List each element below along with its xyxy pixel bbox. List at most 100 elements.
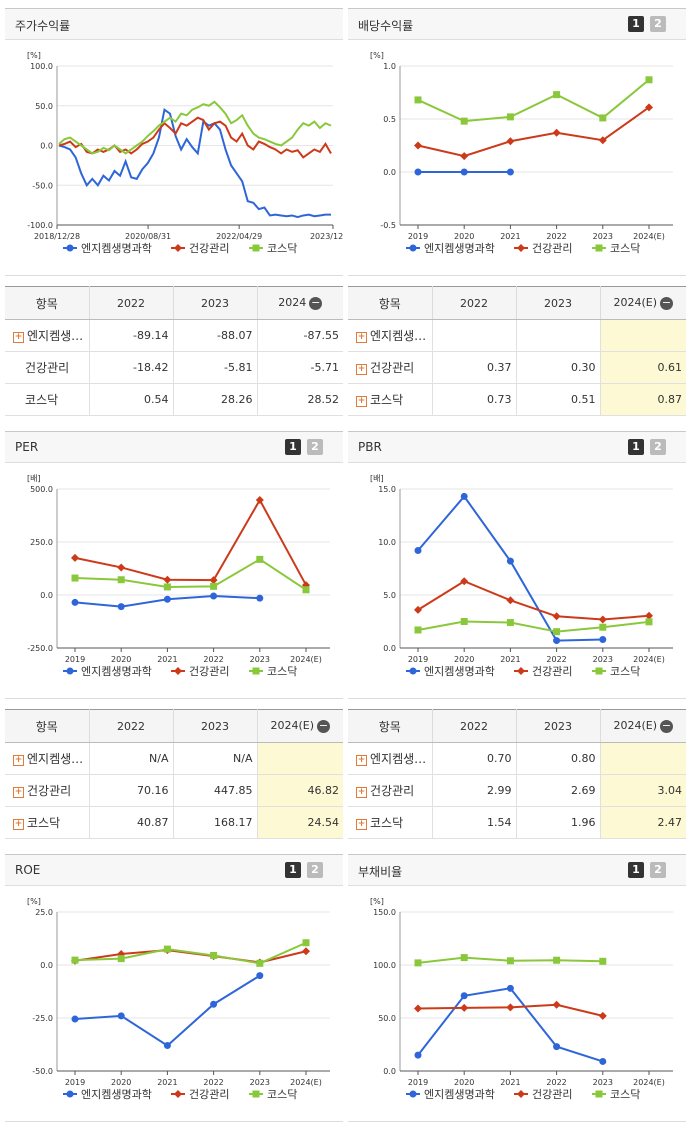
collapse-icon[interactable]: − [660,295,674,310]
expand-icon[interactable]: + [13,818,24,830]
expand-icon[interactable]: + [356,754,367,766]
series-line [74,498,307,586]
row-label: 건강관리 [370,784,415,798]
page-1-button[interactable]: 1 [285,862,301,878]
legend-label: 엔지켐생명과학 [81,1088,152,1101]
series-2 [414,577,653,624]
series-3 [58,100,332,155]
point-diamond [71,553,79,562]
panel-title: 주가수익률 [15,19,71,33]
chart-svg: [%] 1.0 0.5 0.0 -0.5 2019 2020 2021 2022 2023 2024… [370,51,673,255]
page-1-button[interactable]: 1 [628,862,644,878]
expand-icon[interactable]: + [356,363,367,375]
point-square [163,945,171,953]
point-square [506,619,514,627]
page-1-button[interactable]: 1 [285,439,301,455]
point-circle [409,667,417,675]
page-2-button[interactable]: 2 [650,439,666,455]
header-label: 항목 [378,719,401,734]
page-1-button[interactable]: 1 [628,16,644,32]
x-tick-label: 2021 [157,1078,177,1087]
row-label-cell: + 엔지켐생… [5,319,89,352]
axis-unit: [배] [27,474,41,483]
point-square [302,586,310,594]
row-label: 엔지켐생… [27,329,84,343]
point-circle [256,594,264,602]
point-square [595,1090,603,1098]
x-tick-label: 2024(E) [633,1078,665,1087]
expand-icon[interactable]: + [356,786,367,798]
x-tick-label: 2020 [454,1078,474,1087]
x-tick-label: 2019 [408,1078,428,1087]
x-tick-label: 2020 [454,655,474,664]
table-row: + 건강관리 2.99 2.69 3.04 [348,774,686,807]
row-label: 건강관리 [370,361,415,375]
series-1 [58,108,331,219]
page-2-button[interactable]: 2 [307,439,323,455]
point-diamond [506,137,515,146]
x-tick-label: 2022 [546,655,566,664]
point-diamond [598,136,607,145]
collapse-icon[interactable]: − [660,718,674,733]
table-row: + 엔지켐생… 0.70 0.80 [348,742,686,775]
point-diamond [506,1003,515,1012]
series-1 [71,592,264,611]
point-circle [66,667,74,675]
x-tick-label: 2023 [593,655,613,664]
point-square [553,956,561,964]
header-year: 2022 [431,709,516,743]
point-diamond [552,1000,561,1009]
chart-svg: [%] 25.0 0.0 -25.0 -50.0 2019 2020 2021 2022 2023… [27,897,330,1101]
series-line [74,974,261,1047]
point-diamond [302,947,310,956]
row-label: 코스닥 [370,393,404,407]
legend-item: 엔지켐생명과학 [406,665,495,678]
point-square [595,244,603,252]
point-diamond [645,611,653,620]
collapse-icon[interactable]: − [317,718,331,733]
chart-svg: [배] 500.0 250.0 0.0 -250.0 2019 2020 2021 2022 20… [27,474,330,678]
x-tick-label: 2021 [500,1078,520,1087]
x-tick-label: 2022 [546,1078,566,1087]
point-square [71,574,79,582]
x-tick-label: 2019 [65,655,85,664]
point-diamond [174,667,182,675]
y-tick-label: -50.0 [32,181,53,190]
panel-title: 배당수익률 [358,19,414,33]
expand-icon[interactable]: + [356,395,367,407]
expand-icon[interactable]: + [13,754,24,766]
value-cell: 40.87 [88,806,173,839]
page-2-button[interactable]: 2 [650,862,666,878]
point-square [599,623,607,631]
value-cell: N/A [172,742,257,775]
page-2-button[interactable]: 2 [650,16,666,32]
header-label: 2022 [117,296,145,310]
point-diamond [117,949,126,958]
header-year: 2024(E) − [599,709,686,743]
page-1-button[interactable]: 1 [628,439,644,455]
expand-icon[interactable]: + [13,331,24,343]
x-tick-label: 2019 [408,655,428,664]
chart-debt-ratio: [%] 150.0 100.0 50.0 0.0 2019 2020 2021 2022 2023… [348,885,686,1122]
value-cell: 447.85 [172,774,257,807]
point-square [645,618,653,626]
series-1 [414,984,607,1065]
expand-icon[interactable]: + [13,786,24,798]
y-tick-label: -0.5 [380,221,396,230]
series-line [417,580,650,621]
series-3 [414,618,653,636]
panel-title: ROE [15,863,41,877]
expand-icon[interactable]: + [356,818,367,830]
point-square [302,939,310,947]
page-2-button[interactable]: 2 [307,862,323,878]
expand-icon[interactable]: + [356,331,367,343]
header-label: 항목 [378,296,401,311]
row-label: 코스닥 [370,816,404,830]
legend-item: 코스닥 [592,665,640,678]
y-tick-label: 0.0 [40,591,53,600]
series-2 [414,103,653,161]
collapse-icon[interactable]: − [309,295,323,310]
